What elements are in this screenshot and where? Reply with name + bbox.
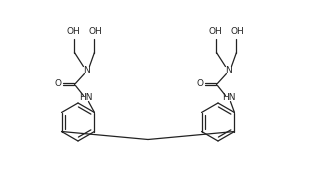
Text: OH: OH xyxy=(88,27,102,36)
Text: HN: HN xyxy=(79,93,92,102)
Text: N: N xyxy=(83,66,90,75)
Text: OH: OH xyxy=(67,27,80,36)
Text: N: N xyxy=(225,66,232,75)
Text: OH: OH xyxy=(231,27,244,36)
Text: O: O xyxy=(55,79,62,88)
Text: OH: OH xyxy=(209,27,222,36)
Text: HN: HN xyxy=(222,93,235,102)
Text: O: O xyxy=(197,79,204,88)
